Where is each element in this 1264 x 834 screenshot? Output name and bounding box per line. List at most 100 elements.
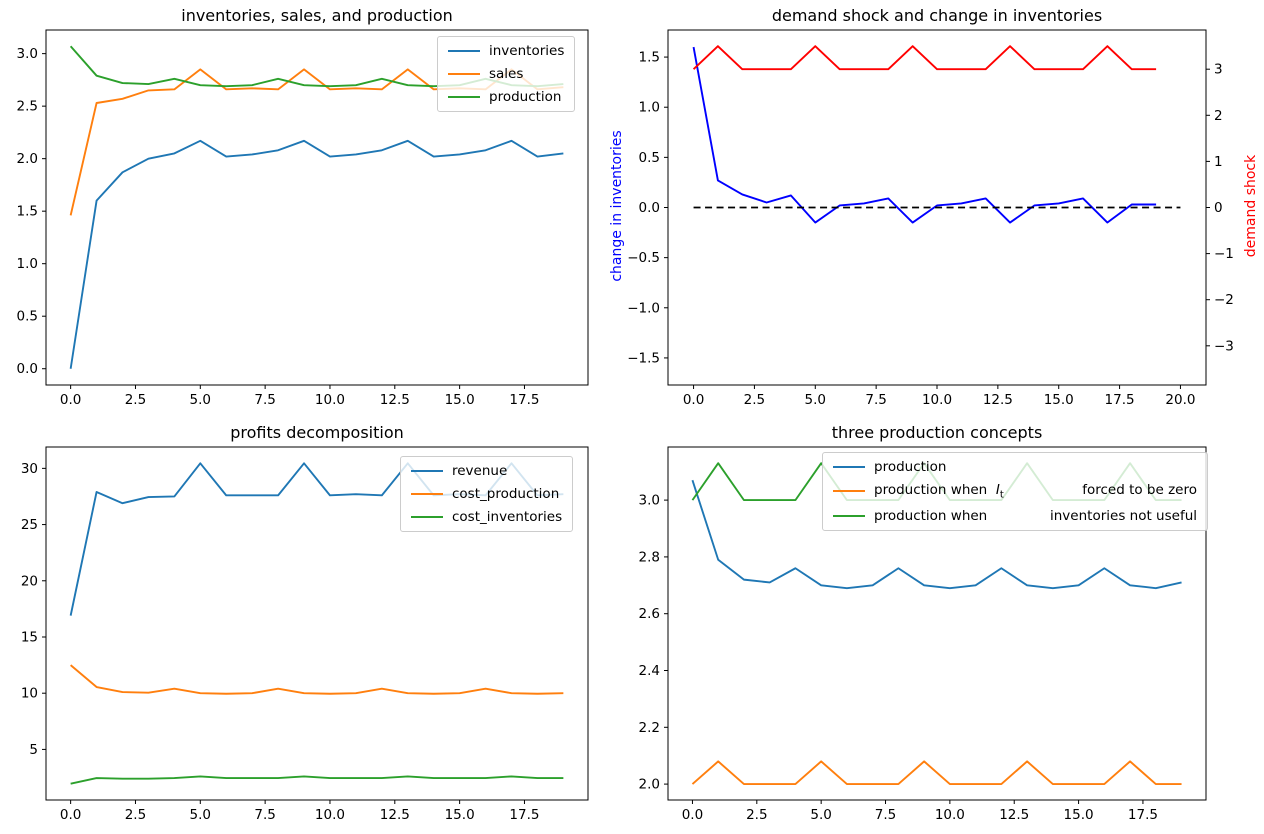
x-tick-label: 0.0 <box>682 807 703 823</box>
y-tick-label: −1.0 <box>627 300 660 316</box>
y-tick-label: 3.0 <box>17 46 38 62</box>
x-tick-label: 0.0 <box>60 807 81 823</box>
right-y-tick-label: −2 <box>1214 292 1234 308</box>
y-tick-label: 5 <box>29 742 38 758</box>
legend-item-production: production <box>448 89 564 105</box>
series-line-cost-inventories <box>70 775 564 785</box>
legend-profits-decomposition: revenue cost_production cost_inventories <box>400 456 574 532</box>
legend-item-production-when-It-forced-to-be-zero: production when It forced to be zero <box>833 482 1197 501</box>
x-tick-label: 17.5 <box>1105 392 1135 408</box>
axes-frame <box>45 29 589 386</box>
legend-label: revenue <box>452 463 508 479</box>
x-tick-label: 15.0 <box>445 392 475 408</box>
legend-label: cost_inventories <box>452 509 563 525</box>
y-tick-label: 25 <box>21 517 38 533</box>
x-tick-label: 10.0 <box>315 807 345 823</box>
right-y-tick-label: −3 <box>1214 338 1234 354</box>
axes-frame <box>45 446 589 801</box>
y-tick-label: 0.5 <box>639 150 660 166</box>
right-y-tick-label: 2 <box>1214 108 1223 124</box>
legend-label-right: forced to be zero <box>1082 482 1197 498</box>
legend-label: production when It forced to be zero <box>874 482 1197 501</box>
inventories-line-swatch <box>448 50 480 52</box>
legend-label: sales <box>489 66 524 82</box>
x-tick-label: 15.0 <box>1044 392 1074 408</box>
x-tick-label: 2.5 <box>744 392 765 408</box>
x-tick-label: 5.0 <box>190 392 211 408</box>
legend-item-cost-inventories: cost_inventories <box>411 509 562 525</box>
y-tick-label: 2.8 <box>639 549 660 565</box>
series-line-demand-shock <box>692 45 1157 71</box>
revenue-line-swatch <box>411 470 443 472</box>
series-line-cost-production <box>70 664 564 695</box>
x-tick-label: 5.0 <box>190 807 211 823</box>
x-tick-label: 7.5 <box>875 807 896 823</box>
sales-line-swatch <box>448 73 480 75</box>
series-line-production <box>691 479 1182 590</box>
y-tick-label: 10 <box>21 686 38 702</box>
x-tick-label: 2.5 <box>125 392 146 408</box>
y-tick-label: 30 <box>21 461 38 477</box>
y-tick-label: 1.0 <box>639 100 660 116</box>
subplot-inventories-sales-production: 0.0 2.5 5.0 7.5 10.0 12.5 15.0 17.5 0.0 0.5 1.0 1.5… <box>17 29 589 408</box>
y-tick-label: 2.4 <box>639 663 660 679</box>
y-tick-label: 2.0 <box>17 151 38 167</box>
x-tick-label: 7.5 <box>865 392 886 408</box>
axes-frame <box>667 446 1207 801</box>
y-tick-label: 0.0 <box>17 361 38 377</box>
series-line-production-when-it-forced-to-be-zero <box>691 760 1182 786</box>
x-tick-label: 0.0 <box>683 392 704 408</box>
x-tick-label: 17.5 <box>509 392 539 408</box>
production-no-inventories-line-swatch <box>833 514 865 517</box>
production-line-swatch <box>833 466 865 468</box>
right-y-tick-label: 3 <box>1214 62 1223 78</box>
y-tick-label: 1.5 <box>639 50 660 66</box>
x-tick-label: 17.5 <box>1128 807 1158 823</box>
x-tick-label: 12.5 <box>380 807 410 823</box>
legend-label: production when inventories not useful <box>874 508 1197 524</box>
legend-inventories-sales-production: inventories sales production <box>437 36 576 112</box>
x-tick-label: 12.5 <box>999 807 1029 823</box>
x-tick-label: 12.5 <box>380 392 410 408</box>
x-tick-label: 2.5 <box>746 807 767 823</box>
legend-label: production <box>489 89 562 105</box>
legend-label-right: inventories not useful <box>1050 507 1197 524</box>
y-tick-label: 15 <box>21 629 38 645</box>
y-axis-label-demand-shock: demand shock <box>1243 154 1259 258</box>
title-three-production-concepts: three production concepts <box>831 423 1043 442</box>
y-tick-label: 2.6 <box>639 606 660 622</box>
x-tick-label: 0.0 <box>60 392 81 408</box>
x-tick-label: 15.0 <box>1064 807 1094 823</box>
y-tick-label: −1.5 <box>627 350 660 366</box>
y-tick-label: 2.0 <box>639 777 660 793</box>
right-y-tick-label: 0 <box>1214 200 1223 216</box>
legend-item-production: production <box>833 459 1197 475</box>
right-y-tick-label: 1 <box>1214 154 1223 170</box>
y-tick-label: 0.5 <box>17 309 38 325</box>
legend-item-cost-production: cost_production <box>411 486 562 502</box>
legend-label: inventories <box>489 43 565 59</box>
x-tick-label: 7.5 <box>254 807 275 823</box>
y-tick-label: 1.0 <box>17 256 38 272</box>
x-tick-label: 5.0 <box>810 807 831 823</box>
legend-label: cost_production <box>452 486 560 502</box>
x-tick-label: 7.5 <box>254 392 275 408</box>
production-forced-zero-line-swatch <box>833 490 865 493</box>
legend-item-revenue: revenue <box>411 463 562 479</box>
y-tick-label: 20 <box>21 573 38 589</box>
cost-production-line-swatch <box>411 493 443 495</box>
y-tick-label: 1.5 <box>17 204 38 220</box>
x-tick-label: 20.0 <box>1165 392 1195 408</box>
y-tick-label: 2.5 <box>17 99 38 115</box>
y-tick-label: 2.2 <box>639 720 660 736</box>
title-inventories-sales-production: inventories, sales, and production <box>181 6 453 25</box>
legend-item-sales: sales <box>448 66 564 82</box>
x-tick-label: 10.0 <box>935 807 965 823</box>
subplot-demand-shock-and-change-in-inventories: 0.0 2.5 5.0 7.5 10.0 12.5 15.0 17.5 20.01.51.00.… <box>627 29 1234 408</box>
y-axis-label-change-in-inventories: change in inventories <box>609 130 625 282</box>
x-tick-label: 10.0 <box>922 392 952 408</box>
legend-item-inventories: inventories <box>448 43 564 59</box>
right-y-tick-label: −1 <box>1214 246 1234 262</box>
